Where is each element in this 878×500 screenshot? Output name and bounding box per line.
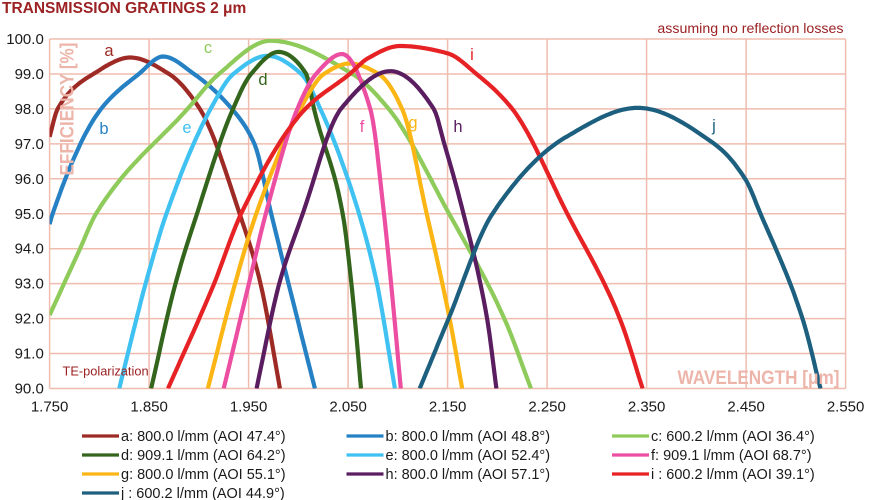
svg-text:h: h xyxy=(453,118,462,136)
svg-text:d: d xyxy=(258,71,267,89)
svg-text:EFFICIENCY [%]: EFFICIENCY [%] xyxy=(57,43,79,176)
svg-text:i : 600.2 l/mm (AOI 39.1°): i : 600.2 l/mm (AOI 39.1°) xyxy=(651,467,815,483)
svg-text:e: 800.0 l/mm (AOI 52.4°): e: 800.0 l/mm (AOI 52.4°) xyxy=(386,448,551,464)
svg-text:h: 800.0 l/mm (AOI 57.1°): h: 800.0 l/mm (AOI 57.1°) xyxy=(386,467,551,483)
svg-text:c: 600.2 l/mm (AOI 36.4°): c: 600.2 l/mm (AOI 36.4°) xyxy=(651,429,815,445)
svg-text:97.0: 97.0 xyxy=(15,136,44,153)
svg-text:94.0: 94.0 xyxy=(15,241,44,258)
svg-text:TRANSMISSION GRATINGS 2 μm: TRANSMISSION GRATINGS 2 μm xyxy=(2,0,246,17)
svg-text:g: g xyxy=(408,114,417,132)
svg-text:2.250: 2.250 xyxy=(528,399,566,416)
svg-text:99.0: 99.0 xyxy=(15,66,44,83)
svg-text:d: 909.1 l/mm (AOI 64.2°): d: 909.1 l/mm (AOI 64.2°) xyxy=(121,448,286,464)
svg-text:2.550: 2.550 xyxy=(827,399,865,416)
svg-text:TE-polarization: TE-polarization xyxy=(63,364,149,379)
svg-text:j: j xyxy=(711,117,716,135)
svg-text:1.750: 1.750 xyxy=(31,399,69,416)
svg-text:2.450: 2.450 xyxy=(727,399,765,416)
svg-text:91.0: 91.0 xyxy=(15,346,44,363)
svg-text:a: a xyxy=(104,42,114,60)
svg-text:e: e xyxy=(182,119,191,137)
svg-text:92.0: 92.0 xyxy=(15,311,44,328)
svg-text:2.050: 2.050 xyxy=(329,399,367,416)
svg-text:1.950: 1.950 xyxy=(230,399,268,416)
svg-text:93.0: 93.0 xyxy=(15,276,44,293)
svg-text:f: 909.1 l/mm (AOI 68.7°): f: 909.1 l/mm (AOI 68.7°) xyxy=(651,448,812,464)
svg-text:98.0: 98.0 xyxy=(15,101,44,118)
svg-text:f: f xyxy=(360,118,365,136)
svg-text:90.0: 90.0 xyxy=(15,381,44,398)
svg-text:1.850: 1.850 xyxy=(130,399,168,416)
svg-text:96.0: 96.0 xyxy=(15,171,44,188)
svg-text:j : 600.2 l/mm (AOI 44.9°): j : 600.2 l/mm (AOI 44.9°) xyxy=(120,486,285,500)
svg-text:a: 800.0 l/mm (AOI 47.4°): a: 800.0 l/mm (AOI 47.4°) xyxy=(121,429,286,445)
svg-text:g: 800.0 l/mm (AOI 55.1°): g: 800.0 l/mm (AOI 55.1°) xyxy=(121,467,286,483)
svg-text:2.150: 2.150 xyxy=(429,399,467,416)
svg-text:95.0: 95.0 xyxy=(15,206,44,223)
svg-text:b: b xyxy=(99,120,108,138)
svg-text:WAVELENGTH [μm]: WAVELENGTH [μm] xyxy=(678,367,840,389)
svg-text:b: 800.0 l/mm (AOI 48.8°): b: 800.0 l/mm (AOI 48.8°) xyxy=(386,429,551,445)
svg-text:i: i xyxy=(470,46,474,64)
svg-text:100.0: 100.0 xyxy=(6,31,44,48)
svg-text:c: c xyxy=(204,39,212,57)
svg-text:2.350: 2.350 xyxy=(628,399,666,416)
svg-text:assuming no reflection losses: assuming no reflection losses xyxy=(657,21,843,37)
